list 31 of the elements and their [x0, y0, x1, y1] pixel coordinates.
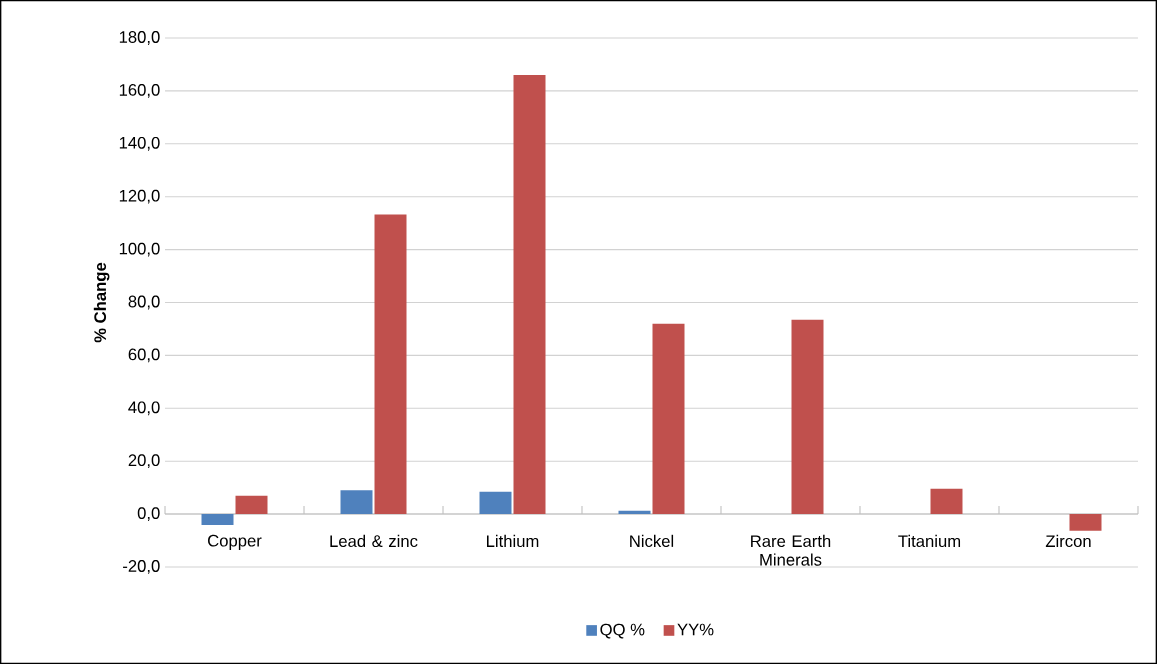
bar [479, 491, 512, 515]
y-tick-label: 80,0 [128, 295, 160, 310]
bar [201, 514, 234, 525]
y-tick-label: 0,0 [137, 507, 160, 521]
bar [1069, 514, 1102, 531]
y-tick-label: 160,0 [119, 84, 160, 98]
bar [791, 319, 824, 515]
x-tick-label: Copper [208, 534, 262, 550]
x-tick-label: Zircon [1045, 534, 1091, 548]
x-tick-label: Rare Earth Minerals [751, 534, 831, 566]
y-tick-label: 180,0 [119, 31, 160, 45]
y-tick-label: 100,0 [119, 242, 160, 257]
bar [930, 488, 963, 515]
x-tick-label: Titanium [898, 534, 961, 548]
y-tick-label: 20,0 [128, 454, 160, 469]
y-axis-title: % Change [93, 262, 110, 343]
legend-label: QQ % [600, 623, 645, 639]
y-tick-label: 120,0 [119, 189, 160, 204]
bar [235, 495, 268, 515]
y-tick-label: 60,0 [128, 348, 160, 363]
legend-label: YY% [677, 623, 714, 636]
bar [340, 490, 373, 515]
x-tick-label: Nickel [630, 534, 674, 548]
y-tick-label: -20,0 [123, 560, 160, 574]
x-tick-label: Lithium [487, 534, 539, 548]
bar [513, 75, 546, 515]
bar [374, 214, 407, 515]
y-tick-label: 40,0 [128, 401, 160, 416]
bar [652, 323, 685, 515]
x-tick-label: Lead & zinc [330, 534, 418, 548]
y-tick-label: 140,0 [119, 136, 160, 151]
